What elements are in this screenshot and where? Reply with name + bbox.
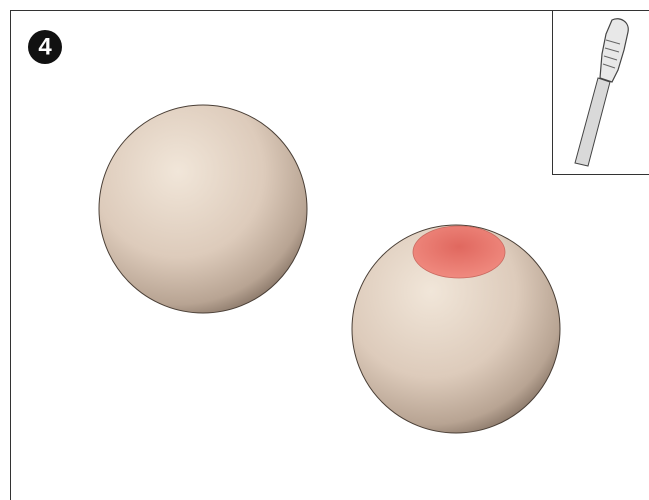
wooden-ball [98, 104, 308, 314]
file-blade [574, 77, 611, 167]
step-number: 4 [38, 33, 52, 60]
handle-grip [602, 39, 621, 69]
tool-inset [552, 10, 649, 175]
drilled-ball [351, 224, 561, 434]
wooden-ball [351, 224, 561, 434]
frame [10, 10, 649, 500]
flat-spot-highlight [412, 225, 506, 279]
badge-circle [28, 30, 62, 64]
step-badge: 4 [28, 30, 62, 64]
